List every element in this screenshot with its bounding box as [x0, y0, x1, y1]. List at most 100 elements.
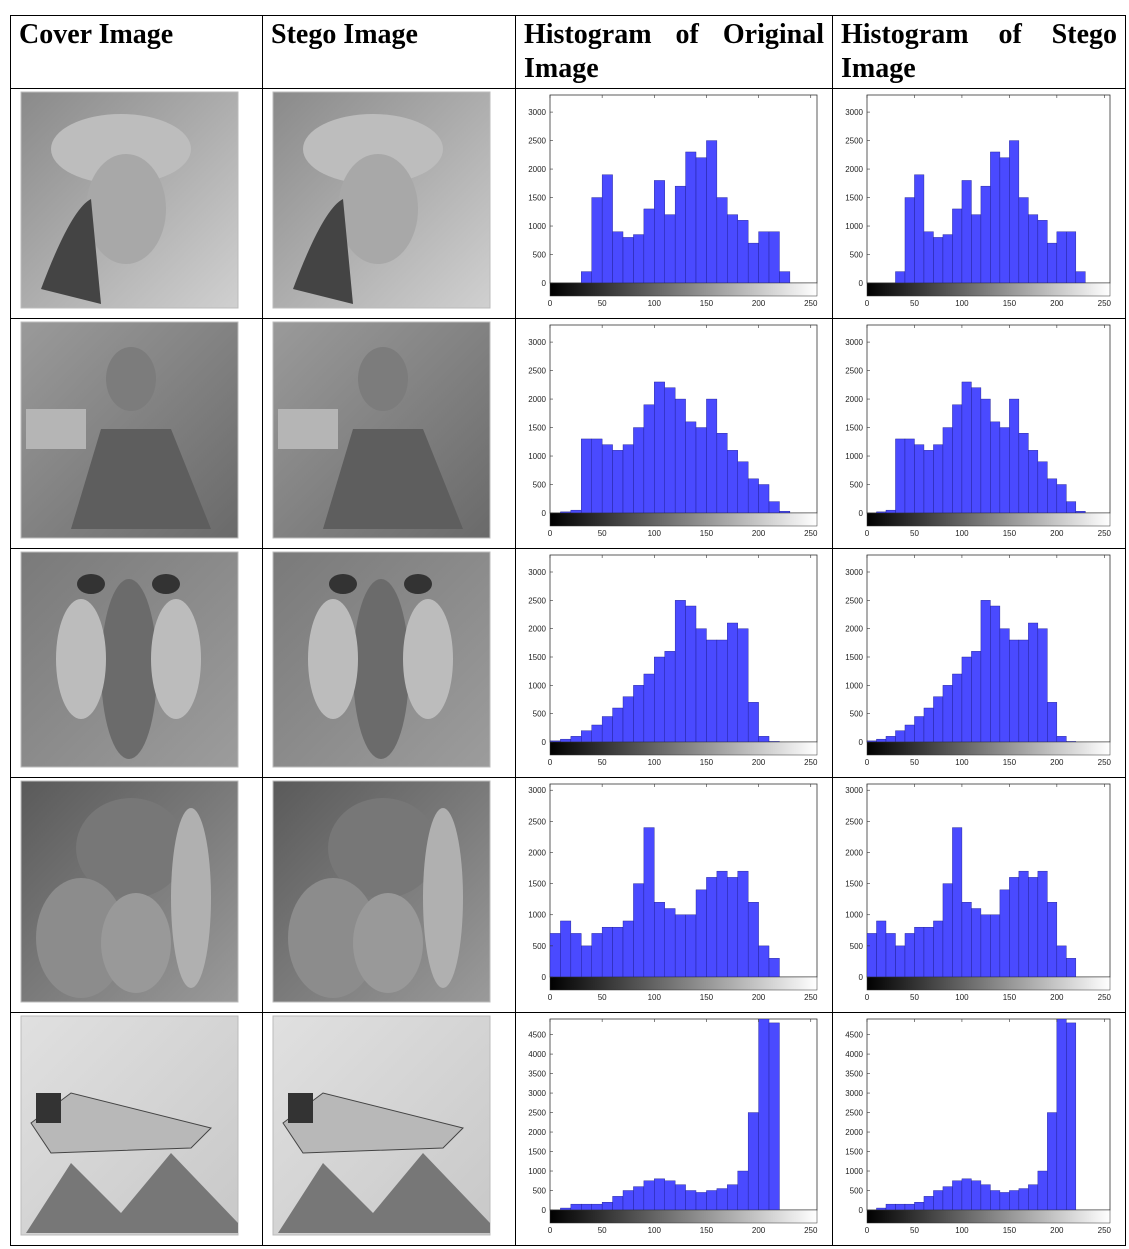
x-tick-label: 250	[804, 299, 818, 308]
bar	[737, 220, 749, 283]
photo-shape	[36, 878, 126, 998]
y-tick-label: 2000	[528, 395, 546, 404]
x-tick-label: 200	[1050, 758, 1064, 767]
y-tick-label: 500	[533, 1187, 547, 1196]
colorbar	[549, 976, 818, 991]
y-tick-label: 2000	[528, 1128, 546, 1137]
photo-shape	[26, 409, 86, 449]
photo-cell	[262, 318, 516, 549]
y-tick-label: 1500	[845, 424, 863, 433]
y-tick-label: 3500	[528, 1070, 546, 1079]
histogram-cell: 0 500 1000 1500 2000 2500 3000 0 50 100 150 200 250	[515, 318, 833, 549]
y-tick-label: 2500	[845, 1109, 863, 1118]
bar	[895, 438, 906, 513]
bars	[876, 1019, 1077, 1210]
bar	[716, 639, 728, 742]
bar	[1047, 1112, 1058, 1210]
bar	[952, 404, 963, 513]
y-tick-label: 2500	[528, 817, 546, 826]
y-tick-label: 0	[542, 1206, 547, 1215]
bar	[914, 174, 925, 283]
bar	[674, 398, 686, 513]
x-tick-label: 150	[1003, 1226, 1017, 1235]
y-tick-label: 1500	[845, 880, 863, 889]
bar	[612, 450, 624, 513]
bar	[895, 271, 906, 283]
bar	[942, 685, 953, 742]
x-tick-label: 150	[700, 1226, 714, 1235]
y-tick-label: 500	[850, 710, 864, 719]
bar	[1028, 450, 1039, 513]
y-tick-label: 1000	[528, 452, 546, 461]
bar	[685, 1190, 697, 1210]
bar	[560, 920, 572, 977]
bar	[706, 877, 718, 977]
bar	[961, 656, 972, 742]
x-tick-label: 150	[700, 299, 714, 308]
x-tick-label: 50	[910, 758, 919, 767]
photo-shape	[282, 1092, 464, 1154]
y-tick-label: 2000	[528, 625, 546, 634]
x-tick-label: 250	[804, 1226, 818, 1235]
photo-shape	[77, 574, 105, 594]
x-tick-label: 100	[955, 1226, 969, 1235]
bar	[758, 1019, 770, 1210]
bar	[999, 427, 1010, 513]
bar	[914, 926, 925, 977]
y-tick-label: 500	[850, 1187, 864, 1196]
y-tick-label: 2500	[845, 596, 863, 605]
bar	[942, 1186, 953, 1210]
photo-shape	[404, 574, 432, 594]
bar	[727, 622, 738, 742]
bar	[643, 673, 655, 742]
bar	[933, 237, 944, 283]
bar	[633, 883, 645, 977]
bar	[706, 398, 718, 513]
bar	[695, 628, 707, 742]
y-tick-label: 2500	[528, 367, 546, 376]
bar	[601, 716, 613, 742]
y-tick-label: 0	[542, 738, 547, 747]
bar	[570, 509, 582, 513]
bar	[1066, 1022, 1077, 1210]
bars	[560, 1019, 780, 1210]
x-tick-label: 250	[1098, 529, 1112, 538]
bars	[867, 600, 1077, 742]
x-tick-label: 250	[1098, 758, 1112, 767]
y-tick-label: 500	[850, 942, 864, 951]
bar	[716, 870, 728, 977]
bar	[570, 1203, 582, 1210]
bar	[971, 908, 982, 977]
y-tick-label: 3000	[528, 568, 546, 577]
bar	[622, 696, 634, 742]
x-tick-label: 0	[548, 529, 553, 538]
bar	[664, 214, 676, 283]
bar	[612, 926, 624, 977]
histogram: 0 500 1000 1500 2000 2500 3000 0 50 100 150 200 250	[845, 94, 1112, 308]
x-tick-label: 200	[1050, 529, 1064, 538]
bar	[971, 651, 982, 742]
x-tick-label: 250	[1098, 1226, 1112, 1235]
y-tick-label: 4000	[528, 1050, 546, 1059]
bar	[1037, 461, 1048, 513]
photo-shape	[76, 798, 186, 898]
bar	[685, 151, 697, 283]
photo-shape	[308, 599, 358, 719]
y-tick-label: 3000	[845, 786, 863, 795]
x-tick-label: 200	[1050, 299, 1064, 308]
bar	[942, 427, 953, 513]
x-tick-label: 0	[548, 758, 553, 767]
y-tick-label: 0	[859, 279, 864, 288]
bar	[727, 450, 738, 513]
bar	[1028, 877, 1039, 977]
bar	[706, 639, 718, 742]
x-tick-label: 200	[752, 299, 766, 308]
bar	[1037, 870, 1048, 977]
histogram-cell: 0 500 1000 1500 2000 2500 3000 0 50 100 150 200 250	[515, 777, 833, 1013]
photo-shape	[56, 599, 106, 719]
y-tick-label: 1500	[528, 424, 546, 433]
bar	[1066, 231, 1077, 283]
y-tick-label: 3000	[845, 338, 863, 347]
bar	[633, 234, 645, 283]
histogram-cell: 0 500 1000 1500 2000 2500 3000 3500 4000 4500 0 50 1…	[832, 1012, 1126, 1246]
